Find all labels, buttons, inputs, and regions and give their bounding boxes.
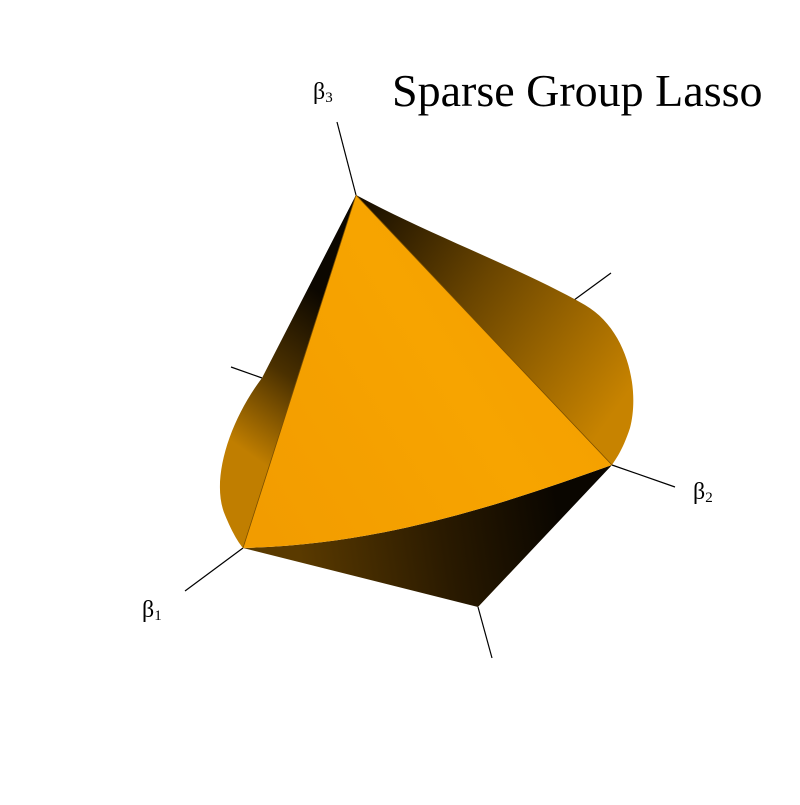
axis-label-beta2-symbol: β bbox=[693, 479, 706, 505]
axis-label-beta1-subscript: 1 bbox=[154, 608, 162, 624]
axis-beta2-line bbox=[611, 464, 676, 488]
axis-label-beta1-symbol: β bbox=[142, 597, 155, 623]
front-face-edge bbox=[242, 194, 613, 549]
left-face bbox=[219, 195, 356, 548]
axis-label-beta2: β2 bbox=[693, 480, 713, 506]
axis-label-beta2-subscript: 2 bbox=[705, 490, 713, 506]
front-face bbox=[243, 195, 612, 548]
axis-label-beta1: β1 bbox=[142, 598, 162, 624]
axis-label-beta3: β3 bbox=[313, 80, 333, 106]
axis-beta3-line bbox=[336, 121, 357, 196]
axis-neg-beta1-line bbox=[569, 272, 612, 304]
axis-neg-beta3-line bbox=[477, 606, 493, 659]
axis-label-beta3-subscript: 3 bbox=[325, 90, 333, 106]
axis-label-beta3-symbol: β bbox=[313, 79, 326, 105]
axis-beta1-line bbox=[184, 547, 244, 592]
diagram-title: Sparse Group Lasso bbox=[392, 65, 763, 116]
upper-right-face bbox=[356, 195, 634, 465]
axis-neg-beta2-line bbox=[230, 366, 263, 379]
bottom-face bbox=[243, 465, 612, 607]
